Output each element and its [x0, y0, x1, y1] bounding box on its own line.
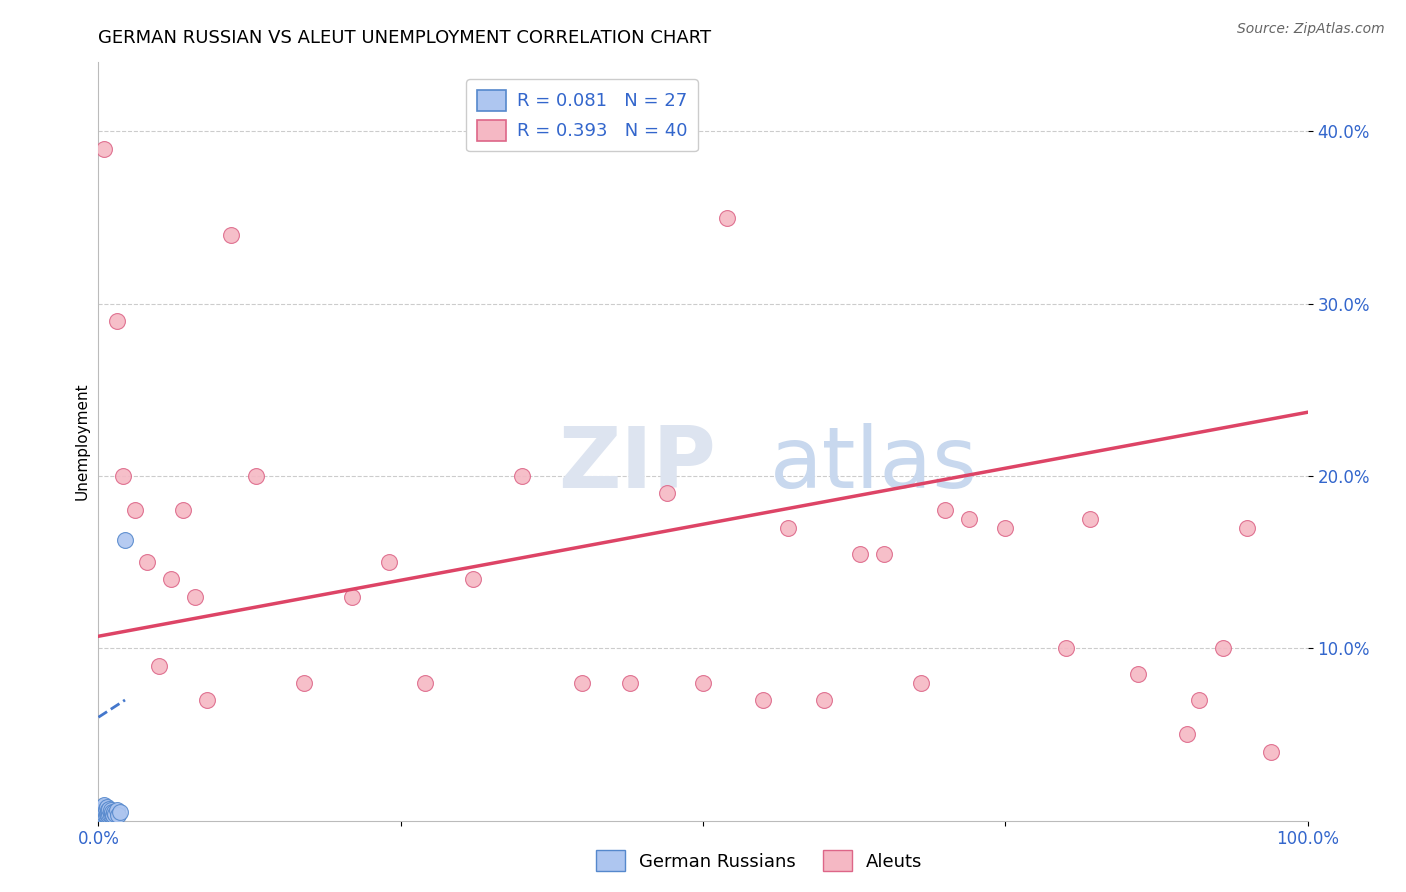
- Point: [692, 675, 714, 690]
- Point: [93, 803, 115, 817]
- Point: [160, 573, 183, 587]
- Point: [93, 806, 115, 821]
- Point: [98, 801, 121, 815]
- Point: [100, 808, 122, 822]
- Point: [716, 211, 738, 225]
- Point: [100, 806, 122, 821]
- Point: [813, 693, 835, 707]
- Point: [934, 503, 956, 517]
- Point: [1212, 641, 1234, 656]
- Point: [413, 675, 436, 690]
- Point: [97, 803, 120, 817]
- Y-axis label: Unemployment: Unemployment: [75, 383, 90, 500]
- Point: [619, 675, 641, 690]
- Point: [111, 469, 134, 483]
- Point: [655, 486, 678, 500]
- Point: [377, 555, 399, 569]
- Point: [94, 801, 117, 815]
- Point: [172, 503, 194, 517]
- Point: [91, 801, 114, 815]
- Point: [245, 469, 267, 483]
- Legend: R = 0.081   N = 27, R = 0.393   N = 40: R = 0.081 N = 27, R = 0.393 N = 40: [467, 79, 697, 152]
- Legend: German Russians, Aleuts: German Russians, Aleuts: [589, 843, 929, 879]
- Point: [105, 803, 128, 817]
- Point: [463, 573, 485, 587]
- Point: [105, 314, 128, 328]
- Point: [510, 469, 533, 483]
- Point: [1236, 521, 1258, 535]
- Point: [98, 806, 121, 821]
- Point: [104, 806, 127, 821]
- Point: [873, 547, 896, 561]
- Point: [849, 547, 872, 561]
- Point: [994, 521, 1017, 535]
- Point: [96, 800, 118, 814]
- Point: [571, 675, 593, 690]
- Point: [1078, 512, 1101, 526]
- Point: [103, 805, 125, 819]
- Point: [93, 798, 115, 813]
- Text: Source: ZipAtlas.com: Source: ZipAtlas.com: [1237, 22, 1385, 37]
- Point: [148, 658, 170, 673]
- Text: atlas: atlas: [769, 423, 977, 506]
- Point: [1175, 727, 1198, 741]
- Text: ZIP: ZIP: [558, 423, 716, 506]
- Point: [101, 808, 124, 822]
- Point: [1054, 641, 1077, 656]
- Point: [776, 521, 799, 535]
- Point: [124, 503, 146, 517]
- Point: [1260, 745, 1282, 759]
- Point: [114, 533, 136, 547]
- Point: [108, 805, 131, 819]
- Point: [910, 675, 932, 690]
- Point: [1128, 667, 1150, 681]
- Point: [91, 808, 114, 822]
- Point: [195, 693, 218, 707]
- Point: [94, 808, 117, 822]
- Point: [90, 806, 112, 821]
- Point: [1188, 693, 1211, 707]
- Point: [100, 805, 122, 819]
- Point: [96, 806, 118, 821]
- Point: [100, 803, 122, 817]
- Text: GERMAN RUSSIAN VS ALEUT UNEMPLOYMENT CORRELATION CHART: GERMAN RUSSIAN VS ALEUT UNEMPLOYMENT COR…: [98, 29, 711, 47]
- Point: [97, 808, 120, 822]
- Point: [91, 800, 114, 814]
- Point: [107, 808, 129, 822]
- Point: [957, 512, 980, 526]
- Point: [91, 805, 114, 819]
- Point: [292, 675, 315, 690]
- Point: [135, 555, 157, 569]
- Point: [184, 590, 207, 604]
- Point: [752, 693, 775, 707]
- Point: [342, 590, 364, 604]
- Point: [221, 227, 243, 242]
- Point: [93, 142, 115, 156]
